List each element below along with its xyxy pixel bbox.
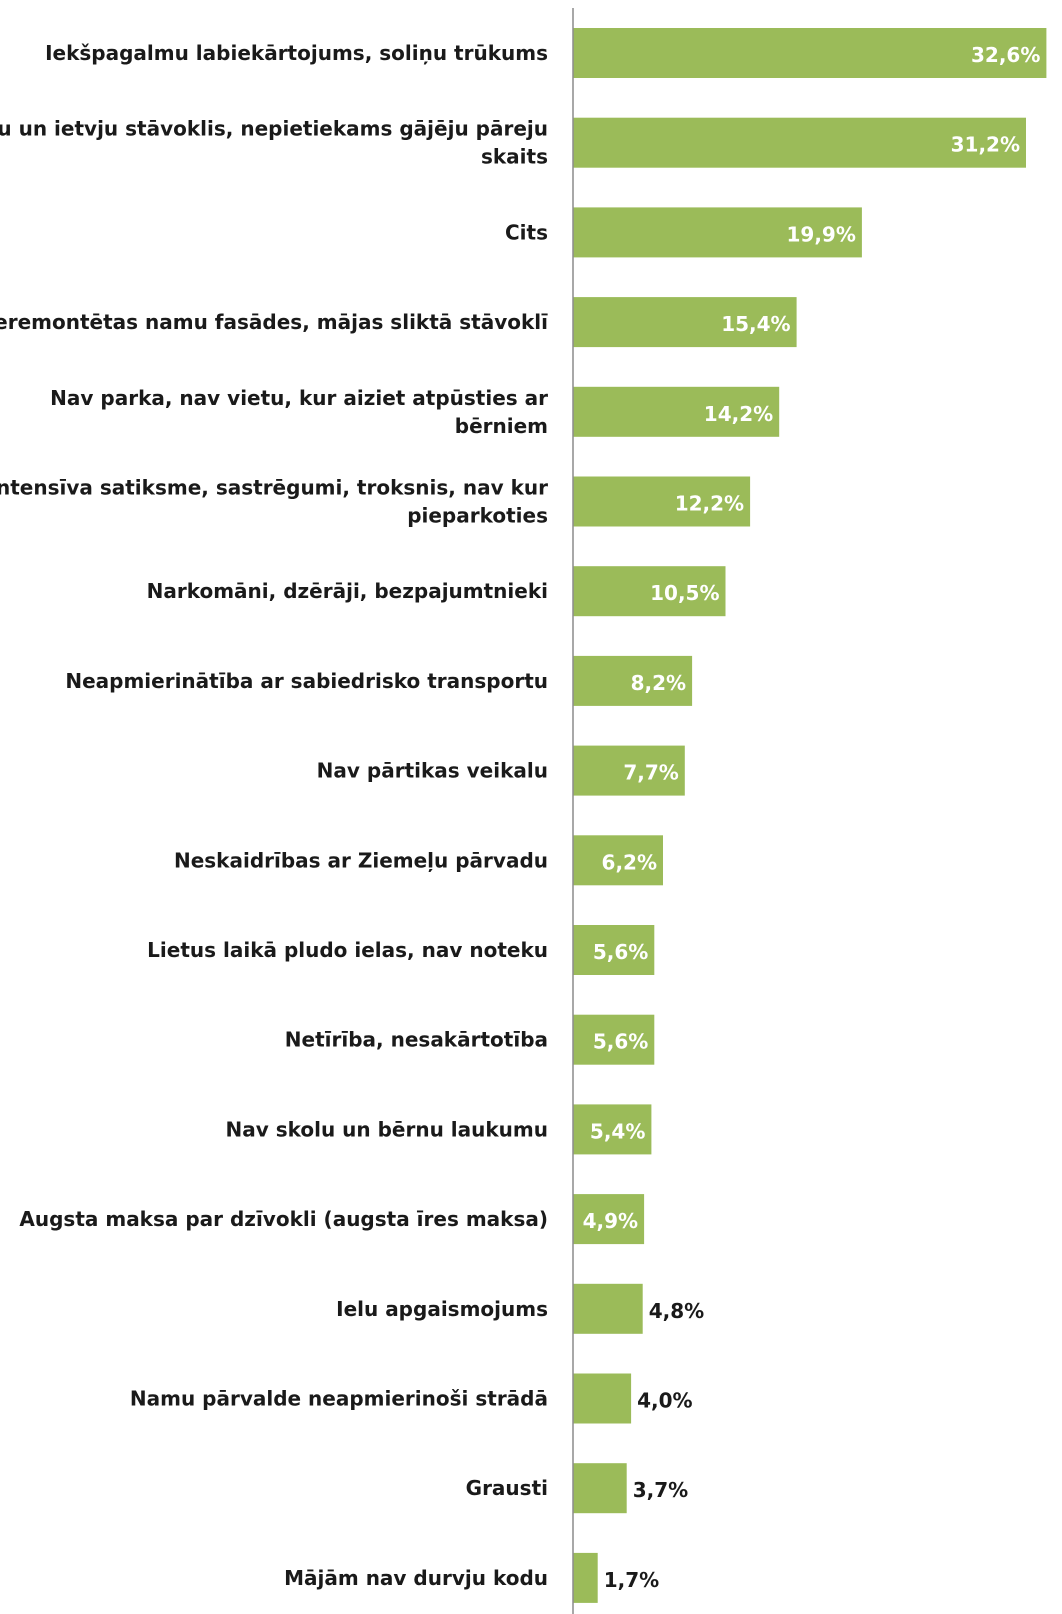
data-label: 6,2% bbox=[602, 850, 657, 874]
category-label: Cits bbox=[505, 220, 548, 244]
bar bbox=[573, 476, 751, 527]
data-label: 7,7% bbox=[623, 761, 678, 785]
category-label: Intensīva satiksme, sastrēgumi, troksnis… bbox=[0, 476, 548, 500]
bar bbox=[573, 207, 862, 258]
data-label: 5,6% bbox=[593, 1030, 648, 1054]
data-label: 5,6% bbox=[593, 940, 648, 964]
bar bbox=[573, 655, 693, 706]
category-labels-group: Iekšpagalmu labiekārtojums, soliņu trūku… bbox=[0, 41, 548, 1590]
bar bbox=[573, 1373, 632, 1424]
data-label: 14,2% bbox=[704, 402, 773, 426]
bar bbox=[573, 117, 1026, 168]
category-label: pieparkoties bbox=[407, 504, 548, 528]
category-label: Ceļu un ietvju stāvoklis, nepietiekams g… bbox=[0, 117, 548, 141]
bars-group bbox=[573, 28, 1047, 1603]
category-label: Nav pārtikas veikalu bbox=[317, 759, 548, 783]
bar bbox=[573, 1194, 645, 1245]
category-label: Netīrība, nesakārtotība bbox=[285, 1028, 548, 1052]
bar bbox=[573, 28, 1047, 78]
data-label: 15,4% bbox=[721, 312, 790, 336]
data-label: 31,2% bbox=[951, 133, 1020, 157]
bar bbox=[573, 745, 685, 796]
category-label: Iekšpagalmu labiekārtojums, soliņu trūku… bbox=[45, 41, 548, 65]
category-label: Neremontētas namu fasādes, mājas sliktā … bbox=[0, 310, 548, 334]
data-label: 4,0% bbox=[637, 1389, 692, 1413]
bar bbox=[573, 1104, 652, 1155]
data-label: 12,2% bbox=[675, 492, 744, 516]
category-label: Nav skolu un bērnu laukumu bbox=[225, 1117, 548, 1141]
bar bbox=[573, 1283, 643, 1334]
data-label: 10,5% bbox=[650, 581, 719, 605]
category-label: Namu pārvalde neapmierinoši strādā bbox=[130, 1387, 548, 1411]
bar bbox=[573, 925, 655, 975]
category-label: Mājām nav durvju kodu bbox=[284, 1566, 548, 1590]
bar bbox=[573, 1463, 627, 1514]
bar bbox=[573, 566, 726, 617]
bar bbox=[573, 1014, 655, 1065]
data-label: 4,9% bbox=[583, 1209, 638, 1233]
category-label: Nav parka, nav vietu, kur aiziet atpūsti… bbox=[50, 386, 548, 410]
bar bbox=[573, 386, 780, 437]
bar bbox=[573, 835, 663, 886]
category-label: Grausti bbox=[466, 1476, 548, 1500]
category-label: Narkomāni, dzērāji, bezpajumtnieki bbox=[147, 579, 548, 603]
bar bbox=[573, 297, 797, 348]
data-label: 8,2% bbox=[631, 671, 686, 695]
data-label: 4,8% bbox=[649, 1299, 704, 1323]
data-label: 5,4% bbox=[590, 1119, 645, 1143]
data-labels-group: 32,6% 31,2% 19,9% 15,4% 14,2% 12,2% 10,5% 8,2% 7… bbox=[583, 43, 1041, 1592]
category-label: skaits bbox=[481, 145, 548, 169]
data-label: 32,6% bbox=[971, 43, 1040, 67]
category-label: Neapmierinātība ar sabiedrisko transport… bbox=[65, 669, 548, 693]
data-label: 3,7% bbox=[633, 1478, 688, 1502]
category-label: Lietus laikā pludo ielas, nav noteku bbox=[147, 938, 548, 962]
category-label: Ielu apgaismojums bbox=[336, 1297, 548, 1321]
data-label: 19,9% bbox=[787, 222, 856, 246]
category-label: Neskaidrības ar Ziemeļu pārvadu bbox=[174, 848, 548, 872]
category-label: bērniem bbox=[455, 414, 548, 438]
bar bbox=[573, 1552, 598, 1603]
category-label: Augsta maksa par dzīvokli (augsta īres m… bbox=[19, 1207, 548, 1231]
data-label: 1,7% bbox=[604, 1568, 659, 1592]
